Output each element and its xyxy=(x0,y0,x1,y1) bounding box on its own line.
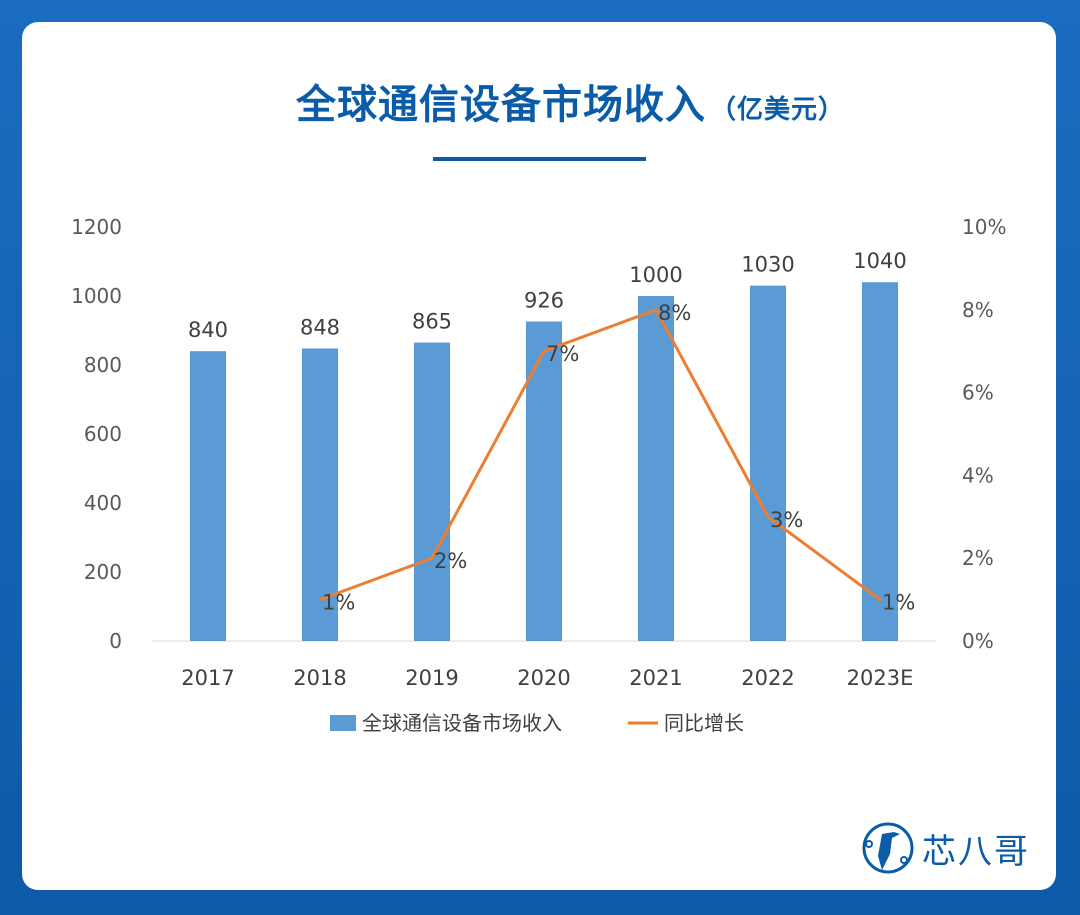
title-underline xyxy=(433,157,646,161)
y-right-tick-label: 0% xyxy=(962,629,994,653)
title-text: 全球通信设备市场收入 xyxy=(296,82,706,128)
y-right-tick-label: 10% xyxy=(962,215,1006,239)
y-right-tick-label: 4% xyxy=(962,463,994,487)
line-data-label: 3% xyxy=(770,508,803,532)
bar-data-label: 1030 xyxy=(741,253,794,277)
y-left-tick-label: 0 xyxy=(109,629,122,653)
growth-point-2023E xyxy=(878,598,882,602)
brand-name: 芯八哥 xyxy=(922,831,1030,872)
bar-data-label: 1040 xyxy=(853,249,906,273)
line-data-label: 2% xyxy=(434,549,467,573)
brand-logo: 芯八哥 xyxy=(860,820,1030,876)
line-data-label: 1% xyxy=(322,591,355,615)
title-unit: （亿美元） xyxy=(710,95,846,125)
bar-2018 xyxy=(302,348,338,641)
chart-title: 全球通信设备市场收入 （亿美元） xyxy=(296,72,845,130)
bar-2017 xyxy=(190,351,226,641)
bar-data-label: 865 xyxy=(412,310,452,334)
y-right-tick-label: 6% xyxy=(962,381,994,405)
bar-2019 xyxy=(414,342,450,641)
legend-bar-label: 全球通信设备市场收入 xyxy=(362,711,562,735)
y-left-tick-label: 1200 xyxy=(71,215,122,239)
x-tick-label: 2021 xyxy=(629,666,682,690)
y-left-tick-label: 200 xyxy=(84,560,122,584)
bar-2021 xyxy=(638,296,674,641)
y-left-tick-label: 1000 xyxy=(71,284,122,308)
bar-data-label: 1000 xyxy=(629,263,682,287)
bar-data-label: 926 xyxy=(524,289,564,313)
x-tick-label: 2018 xyxy=(293,666,346,690)
bar-2022 xyxy=(750,285,786,641)
line-data-label: 1% xyxy=(882,591,915,615)
growth-line xyxy=(319,308,881,602)
x-tick-label: 2022 xyxy=(741,666,794,690)
line-data-label: 7% xyxy=(546,342,579,366)
y-left-tick-label: 800 xyxy=(84,353,122,377)
bar-2020 xyxy=(526,321,562,641)
bar-data-label: 840 xyxy=(188,318,228,342)
growth-point-2022 xyxy=(766,515,770,519)
x-tick-label: 2017 xyxy=(181,666,234,690)
growth-point-2018 xyxy=(318,598,322,602)
y-right-tick-label: 2% xyxy=(962,546,994,570)
x-tick-label: 2019 xyxy=(405,666,458,690)
x-tick-label: 2023E xyxy=(847,666,914,690)
growth-point-2020 xyxy=(542,349,546,353)
x-tick-label: 2020 xyxy=(517,666,570,690)
bar-data-label: 848 xyxy=(300,315,340,339)
y-left-tick-label: 600 xyxy=(84,422,122,446)
bar-2023E xyxy=(862,282,898,641)
legend-line-label: 同比增长 xyxy=(664,711,744,735)
growth-point-2021 xyxy=(654,308,658,312)
growth-point-2019 xyxy=(430,556,434,560)
y-right-tick-label: 8% xyxy=(962,298,994,322)
legend-bar-swatch xyxy=(330,715,356,731)
line-data-label: 8% xyxy=(658,301,691,325)
bird-logo-icon xyxy=(862,822,914,874)
y-left-tick-label: 400 xyxy=(84,491,122,515)
